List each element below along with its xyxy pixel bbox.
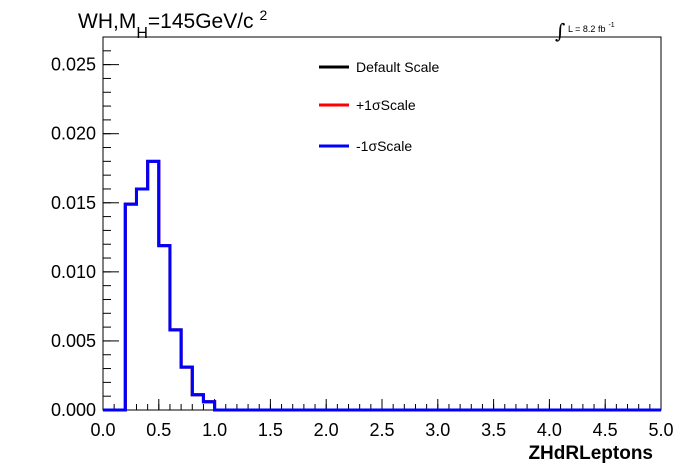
x-tick-label: 3.5	[481, 420, 506, 440]
legend-label-minus1sigma: -1σScale	[356, 138, 412, 154]
lumi-integral-icon: ∫	[555, 19, 565, 43]
x-axis-ticks: 0.0 0.5 1.0 1.5 2.0 2.5 3.0 3.5 4.0 4.5 5.0	[90, 399, 674, 440]
legend: Default Scale +1σScale -1σScale	[319, 59, 439, 154]
y-tick-label: 0.025	[51, 55, 96, 75]
series-line-0	[103, 159, 661, 412]
series-layer	[103, 159, 661, 412]
title-main: WH,M	[78, 10, 136, 33]
x-tick-label: 1.0	[202, 420, 227, 440]
y-tick-label: 0.010	[51, 262, 96, 282]
lumi-superscript: -1	[608, 22, 614, 29]
chart-title: WH,MH=145GeV/c 2	[78, 7, 268, 42]
title-superscript: 2	[260, 7, 268, 23]
x-tick-label: 2.5	[369, 420, 394, 440]
y-tick-label: 0.020	[51, 124, 96, 144]
x-tick-label: 0.0	[90, 420, 115, 440]
legend-label-plus1sigma: +1σScale	[356, 97, 416, 113]
y-tick-label: 0.005	[51, 331, 96, 351]
x-tick-label: 0.5	[146, 420, 171, 440]
x-tick-label: 4.5	[593, 420, 618, 440]
title-subscript: H	[136, 25, 148, 42]
y-axis-ticks: 0.000 0.005 0.010 0.015 0.020 0.025	[51, 36, 119, 420]
y-tick-label: 0.000	[51, 400, 96, 420]
x-tick-label: 1.5	[258, 420, 283, 440]
y-tick-label: 0.015	[51, 193, 96, 213]
series-line-2	[103, 159, 661, 412]
x-axis-title: ZHdRLeptons	[528, 443, 653, 464]
legend-label-default: Default Scale	[356, 59, 439, 75]
series-line-1	[103, 159, 661, 412]
x-tick-label: 3.0	[425, 420, 450, 440]
x-tick-label: 2.0	[314, 420, 339, 440]
x-tick-label: 4.0	[537, 420, 562, 440]
x-tick-label: 5.0	[648, 420, 673, 440]
plot-frame	[102, 36, 662, 411]
title-rest: =145GeV/c	[148, 10, 254, 33]
lumi-label: L = 8.2 fb -1	[568, 22, 615, 34]
lumi-text: L = 8.2 fb	[568, 24, 605, 34]
